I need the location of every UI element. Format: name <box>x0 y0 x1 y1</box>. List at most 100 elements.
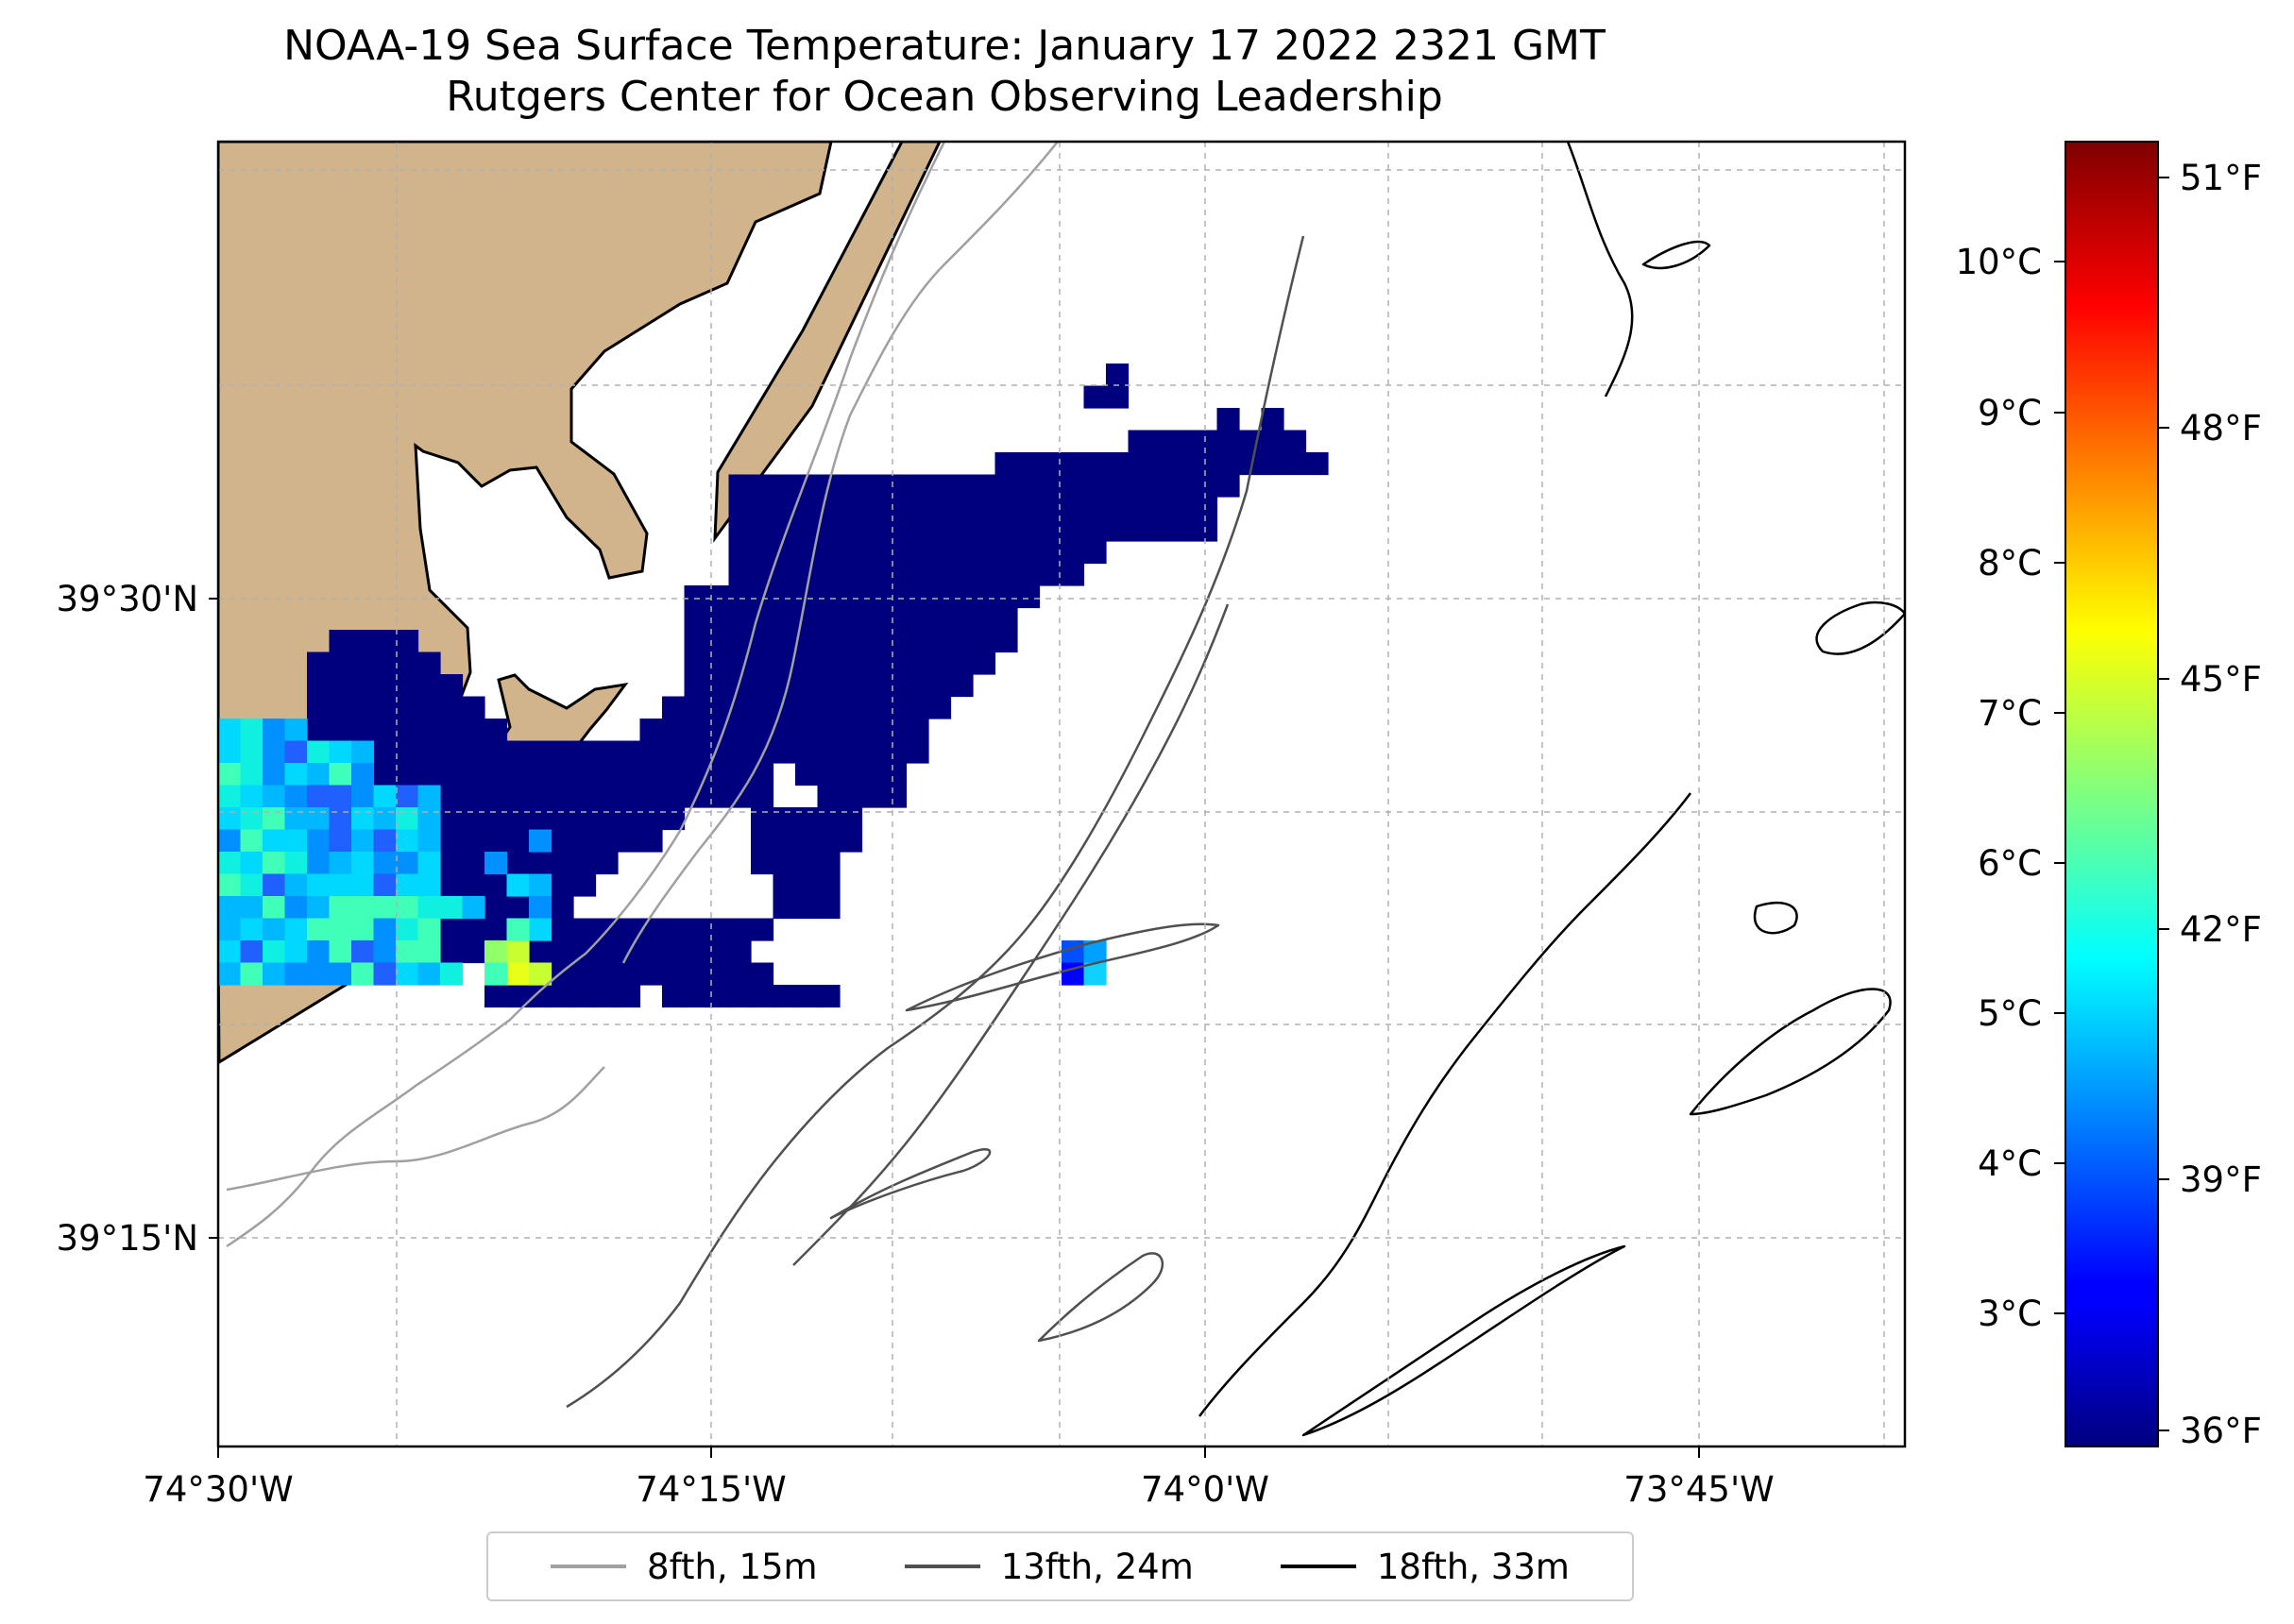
sst-pixel <box>618 740 641 764</box>
sst-pixel <box>751 829 774 853</box>
sst-pixel <box>840 829 863 853</box>
sst-pixel <box>462 740 485 764</box>
sst-pixel <box>284 740 308 764</box>
sst-pixel <box>861 651 885 675</box>
contour-18fth-33m-c <box>1689 988 1892 1116</box>
sst-pixel <box>706 607 730 631</box>
sst-pixel <box>240 829 263 853</box>
sst-pixel <box>329 829 352 853</box>
sst-pixel <box>817 807 841 831</box>
colorbar-celsius-tick-5: 6°C <box>1978 843 2042 884</box>
sst-pixel <box>728 740 752 764</box>
sst-pixel <box>751 763 774 787</box>
sst-pixel <box>373 785 397 808</box>
sst-pixel <box>595 785 619 808</box>
sst-pixel <box>484 719 508 742</box>
sst-pixel <box>906 651 929 675</box>
sst-pixel <box>551 807 574 831</box>
sst-pixel <box>1195 430 1218 453</box>
sst-pixel <box>795 852 819 875</box>
sst-pixel <box>263 719 286 742</box>
sst-pixel <box>595 985 619 1008</box>
sst-pixel <box>307 852 331 875</box>
sst-pixel <box>373 829 397 853</box>
sst-pixel <box>263 740 286 764</box>
sst-pixel <box>684 962 707 986</box>
sst-pixel <box>728 962 752 986</box>
sst-pixel <box>551 940 574 964</box>
contour-8fth-15m <box>226 142 946 1248</box>
sst-pixel <box>1039 474 1062 498</box>
sst-pixel <box>884 518 908 542</box>
sst-pixel <box>529 873 552 897</box>
sst-pixel <box>751 474 774 498</box>
sst-pixel <box>529 852 552 875</box>
sst-pixel <box>417 873 441 897</box>
sst-pixel <box>351 873 375 897</box>
sst-pixel <box>840 696 863 719</box>
sst-pixel <box>662 918 686 941</box>
sst-pixel <box>551 763 574 787</box>
sst-pixel <box>307 740 331 764</box>
sst-pixel <box>728 918 752 941</box>
sst-pixel <box>639 785 663 808</box>
sst-pixel <box>928 518 952 542</box>
sst-pixel <box>728 518 752 542</box>
colorbar-celsius-tick-1: 10°C <box>1956 242 2042 282</box>
sst-pixel <box>861 541 885 565</box>
sst-pixel <box>440 763 464 787</box>
sst-pixel <box>884 696 908 719</box>
sst-pixel <box>706 918 730 941</box>
sst-pixel <box>351 940 375 964</box>
sst-pixel <box>973 474 996 498</box>
sst-pixel <box>284 896 308 920</box>
sst-pixel <box>417 651 441 675</box>
sst-pixel <box>1150 452 1174 476</box>
sst-pixel <box>906 674 929 698</box>
sst-pixel <box>551 785 574 808</box>
sst-pixel <box>928 541 952 565</box>
sst-pixel <box>840 474 863 498</box>
sst-pixel <box>884 719 908 742</box>
sst-pixel <box>506 829 530 853</box>
sst-pixel <box>994 474 1018 498</box>
sst-pixel <box>440 962 464 986</box>
sst-pixel <box>484 807 508 831</box>
sst-pixel <box>396 763 419 787</box>
sst-pixel <box>795 807 819 831</box>
sst-pixel <box>396 940 419 964</box>
sst-pixel <box>706 696 730 719</box>
sst-pixel <box>728 563 752 586</box>
sst-pixel <box>529 807 552 831</box>
sst-pixel <box>1195 474 1218 498</box>
sst-pixel <box>706 785 730 808</box>
sst-pixel <box>307 829 331 853</box>
sst-pixel <box>884 585 908 609</box>
sst-pixel <box>861 785 885 808</box>
sst-pixel <box>218 807 242 831</box>
sst-pixel <box>795 607 819 631</box>
sst-pixel <box>906 696 929 719</box>
sst-pixel <box>484 896 508 920</box>
sst-pixel <box>639 940 663 964</box>
sst-pixel <box>351 918 375 941</box>
sst-pixel <box>373 852 397 875</box>
sst-pixel <box>773 985 796 1008</box>
sst-pixel <box>396 785 419 808</box>
sst-pixel <box>773 607 796 631</box>
sst-pixel <box>595 940 619 964</box>
contour-13fth-24m-c <box>829 1148 992 1220</box>
x-tick-label-3: 74°0'W <box>1141 1469 1269 1510</box>
sst-pixel <box>307 674 331 698</box>
sst-pixel <box>706 940 730 964</box>
sst-pixel <box>1106 518 1130 542</box>
contour-13fth-24m-d <box>1037 1252 1164 1343</box>
sst-pixel <box>662 785 686 808</box>
colorbar-fahrenheit-tick-6: 36°F <box>2180 1411 2262 1451</box>
sst-pixel <box>973 497 996 520</box>
sst-pixel <box>618 785 641 808</box>
sst-pixel <box>307 962 331 986</box>
sst-pixel <box>440 807 464 831</box>
sst-pixel <box>417 940 441 964</box>
sst-pixel <box>373 896 397 920</box>
